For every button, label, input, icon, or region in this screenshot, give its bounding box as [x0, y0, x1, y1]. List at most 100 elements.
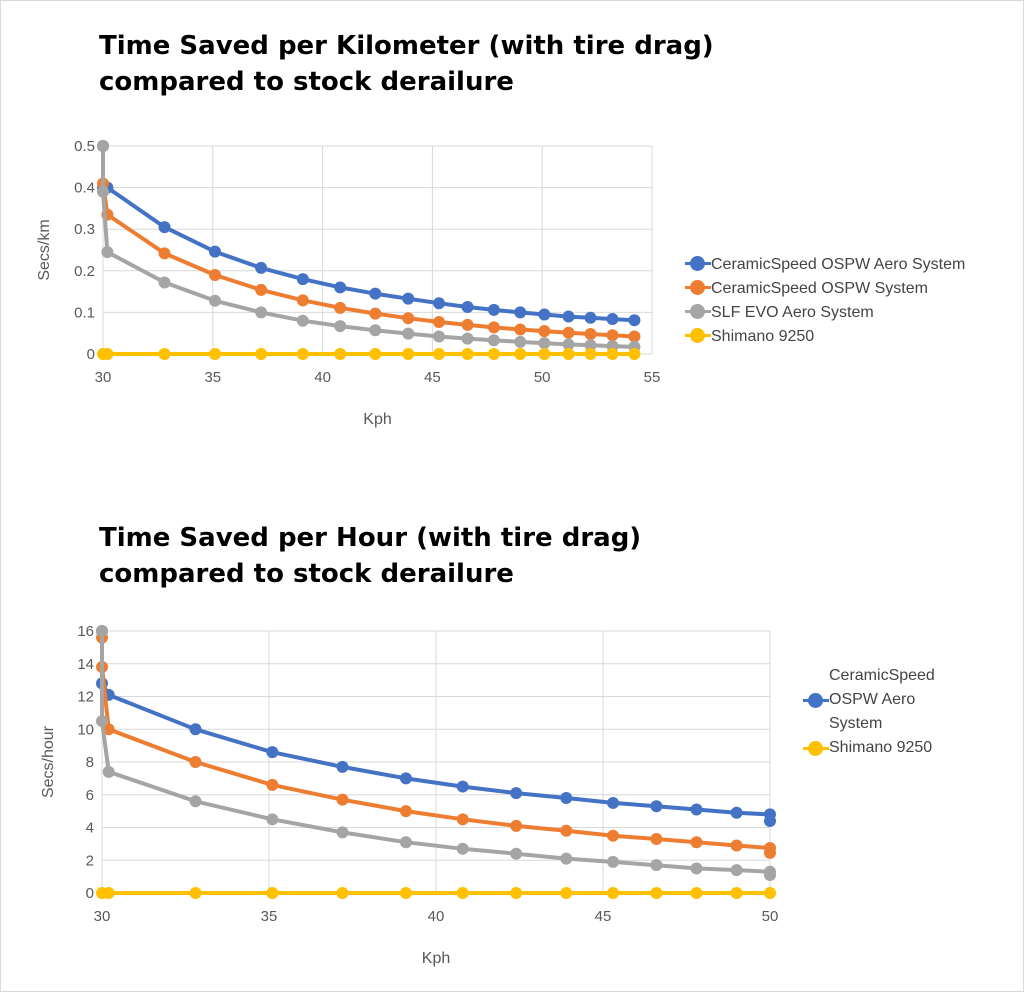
data-point — [514, 323, 527, 336]
x-axis-label: Kph — [363, 411, 391, 428]
legend-label: CeramicSpeed OSPW Aero System — [711, 256, 966, 273]
data-point — [189, 887, 202, 899]
chart1-legend: CeramicSpeed OSPW Aero System CeramicSpe… — [685, 253, 965, 349]
data-point — [456, 887, 469, 899]
data-point — [208, 348, 221, 360]
data-point — [584, 311, 597, 324]
y-tick-label: 0.4 — [74, 180, 95, 197]
data-point — [189, 723, 202, 736]
data-point — [764, 868, 776, 881]
data-point — [461, 348, 474, 360]
legend-marker — [685, 325, 711, 345]
data-point — [606, 313, 619, 326]
data-point — [730, 864, 743, 877]
data-point — [296, 348, 309, 360]
x-tick-label: 45 — [595, 908, 612, 925]
data-point — [764, 814, 776, 827]
data-point — [255, 283, 268, 296]
data-point — [96, 625, 108, 637]
data-point — [514, 335, 527, 348]
legend-item: CeramicSpeed OSPW Aero System — [803, 664, 959, 736]
data-point — [607, 887, 620, 899]
x-tick-label: 40 — [314, 369, 331, 386]
chart2-legend: CeramicSpeed OSPW Aero System Shimano 92… — [803, 664, 959, 760]
legend-label: SLF EVO Aero System — [711, 304, 874, 321]
data-point — [606, 329, 619, 342]
data-point — [158, 348, 171, 360]
data-point — [432, 330, 445, 343]
chart1-title-line2: compared to stock derailure — [99, 67, 514, 97]
y-axis-label: Secs/hour — [40, 725, 57, 798]
data-point — [461, 318, 474, 331]
data-point — [510, 887, 523, 899]
data-point — [399, 887, 412, 899]
data-point — [402, 312, 415, 325]
data-point — [334, 320, 347, 333]
data-point — [461, 332, 474, 345]
data-point — [456, 842, 469, 855]
y-tick-label: 0 — [87, 346, 95, 363]
data-point — [208, 245, 221, 258]
chart2-plot: 0 2 4 6 8 10 12 14 16 30 35 40 45 50 Kph Secs/hour — [40, 623, 779, 967]
data-point — [487, 321, 500, 334]
series-line — [101, 146, 635, 339]
data-point — [764, 887, 776, 899]
data-point — [208, 294, 221, 307]
data-point — [730, 806, 743, 819]
data-point — [650, 859, 663, 872]
series — [97, 348, 641, 360]
legend-item: SLF EVO Aero System — [685, 301, 965, 325]
data-point — [487, 334, 500, 347]
x-tick-label: 35 — [261, 908, 278, 925]
data-point — [560, 852, 573, 865]
x-tick-label: 50 — [762, 908, 779, 925]
data-point — [456, 780, 469, 793]
chart1-title-line1: Time Saved per Kilometer (with tire drag… — [99, 31, 714, 61]
series — [97, 140, 641, 327]
data-point — [336, 887, 349, 899]
data-point — [690, 803, 703, 816]
data-point — [538, 325, 551, 338]
data-point — [764, 846, 776, 859]
y-tick-label: 6 — [86, 787, 94, 804]
legend-label: CeramicSpeed OSPW Aero System — [829, 667, 935, 732]
y-tick-label: 2 — [86, 852, 94, 869]
data-point — [628, 348, 641, 360]
data-point — [538, 348, 551, 360]
data-point — [584, 339, 597, 352]
data-point — [97, 140, 109, 152]
data-point — [690, 836, 703, 849]
data-point — [189, 795, 202, 808]
y-tick-label: 0.1 — [74, 304, 95, 321]
data-point — [296, 273, 309, 286]
chart1-plot: 0 0.1 0.2 0.3 0.4 0.5 30 35 40 45 50 55 Kph Secs/km — [36, 138, 660, 428]
chart2-title-line2: compared to stock derailure — [99, 559, 514, 589]
data-point — [650, 832, 663, 845]
data-point — [650, 800, 663, 813]
data-point — [514, 348, 527, 360]
legend-marker — [685, 253, 711, 273]
legend-item: Shimano 9250 — [685, 325, 965, 349]
data-point — [208, 268, 221, 281]
series — [97, 140, 641, 343]
data-point — [432, 348, 445, 360]
legend-item: Shimano 9250 — [803, 736, 959, 760]
series-line — [100, 631, 772, 875]
data-point — [560, 824, 573, 837]
data-point — [399, 836, 412, 849]
data-point — [102, 723, 115, 736]
legend-marker — [803, 738, 829, 758]
data-point — [158, 247, 171, 260]
data-point — [255, 348, 268, 360]
data-point — [97, 185, 109, 198]
data-point — [730, 887, 743, 899]
data-point — [538, 337, 551, 350]
y-tick-label: 14 — [77, 656, 94, 673]
x-tick-label: 50 — [534, 369, 551, 386]
x-axis-label: Kph — [422, 950, 450, 967]
data-point — [628, 314, 641, 327]
data-point — [101, 246, 114, 259]
data-point — [255, 306, 268, 319]
data-point — [606, 348, 619, 360]
data-point — [607, 855, 620, 868]
